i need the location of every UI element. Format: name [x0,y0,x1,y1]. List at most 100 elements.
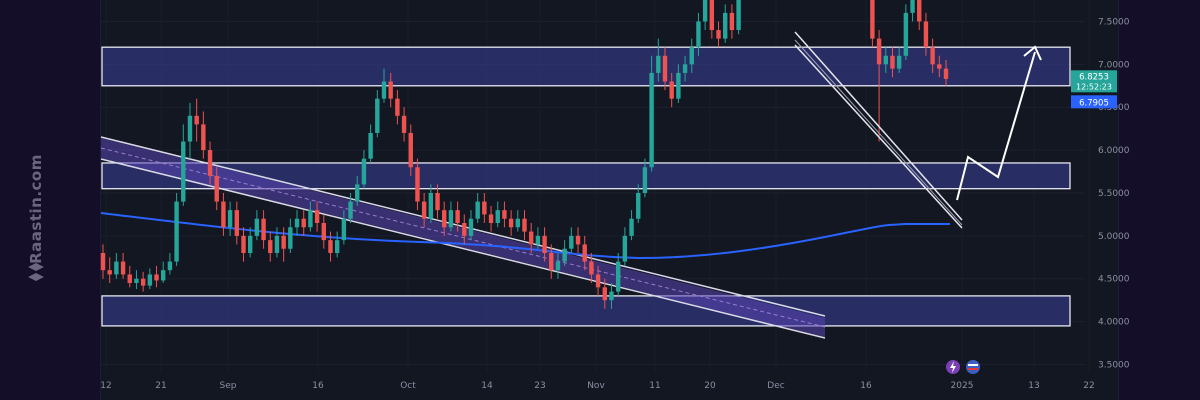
candle-body [428,192,434,219]
candle-body [522,218,527,232]
brand-watermark: Raastin.com [18,150,54,300]
candle-body [917,0,922,22]
candle-body [682,64,688,73]
candle-body [549,253,554,271]
candle-body [388,81,393,99]
time-tick-label: 23 [534,381,545,391]
time-tick-label: 2025 [951,381,974,391]
us-flag-icon[interactable] [966,360,980,374]
candle-body [274,235,280,254]
current-price-label: 6.8253 [1079,72,1109,82]
left-panel: Raastin.com [0,0,101,400]
time-tick-label: Nov [587,381,605,391]
candle-body [595,274,601,288]
candle-body [134,278,139,284]
candle-body [475,201,480,219]
time-axis[interactable]: 12 21 Sep 16 Oct 14 23 Nov 11 20 Dec 16 2025 13 22 [100,381,1094,391]
candle-body [629,218,634,236]
price-tick-label: 5.0000 [1098,232,1130,242]
candle-body [870,0,875,39]
candle-body [261,218,266,241]
candle-body [127,274,132,284]
price-tick-label: 6.0000 [1098,146,1130,156]
candle-body [281,235,286,249]
raastin-logo-icon [28,263,44,281]
candle-body [187,115,193,142]
wedge-lower-line [794,44,963,229]
candle-body [488,214,494,223]
candle-body [114,261,119,275]
candle-body [676,72,681,99]
time-tick-label: Oct [400,381,416,391]
candle-body [903,12,909,56]
price-tick-label: 4.0000 [1098,318,1130,328]
candle-body [241,235,246,254]
candle-body [937,64,942,69]
right-panel [1118,0,1200,400]
channel-lower-line [100,158,826,339]
candle-body [642,167,648,193]
time-tick-label: 12 [100,381,111,391]
lightning-glyph [950,361,956,373]
candle-body [167,261,173,271]
candle-body [542,235,547,254]
time-tick-label: 11 [649,381,660,391]
candle-body [254,218,260,236]
candle-body [140,278,146,286]
time-tick-label: 20 [704,381,716,391]
candle-body [729,12,735,31]
candle-body [723,12,728,39]
ma-price-label: 6.7905 [1079,98,1109,108]
candle-body [100,253,106,271]
candle-body [609,291,614,301]
candle-body [348,201,353,219]
ma-price-box [1071,95,1117,109]
candle-body [361,158,367,185]
support-zones [101,46,1071,327]
candle-body [495,210,500,223]
candle-body [602,287,607,301]
wedge-inner-line [794,39,963,226]
candle-body [207,150,213,176]
price-tick-label: 4.5000 [1098,275,1130,285]
time-tick-label: 14 [481,381,493,391]
arrow-head [1023,45,1042,61]
candle-body [161,270,166,281]
support-zone [101,46,1071,87]
price-tick-label: 7.5000 [1098,17,1130,27]
candle-body [662,55,668,82]
candle-body [181,141,186,202]
candle-body [709,0,715,31]
candle-body [636,192,641,219]
candle-body [314,210,320,223]
candles [100,0,949,309]
candle-body [288,227,293,249]
candle-body [442,210,447,228]
time-tick-label: Dec [767,381,784,391]
candle-body [515,218,521,228]
wedge-lines [794,31,963,229]
candle-body [174,201,179,262]
candle-body [716,30,721,39]
candle-body [896,55,902,69]
event-badges[interactable] [946,360,980,374]
candle-body [294,218,300,228]
flag-stripe [968,364,978,366]
candle-body [375,98,380,133]
candle-body [943,68,949,79]
candle-body [355,184,360,202]
candle-body [462,222,467,236]
candle-body [395,98,400,116]
candle-body [221,201,226,228]
candle-body [381,81,387,99]
wedge-upper-line [794,31,963,221]
candle-body [147,274,153,286]
time-tick-label: 13 [1028,381,1039,391]
candle-body [890,55,895,69]
candle-body [930,47,935,65]
candle-body [421,201,427,219]
projection-path [956,51,1036,201]
